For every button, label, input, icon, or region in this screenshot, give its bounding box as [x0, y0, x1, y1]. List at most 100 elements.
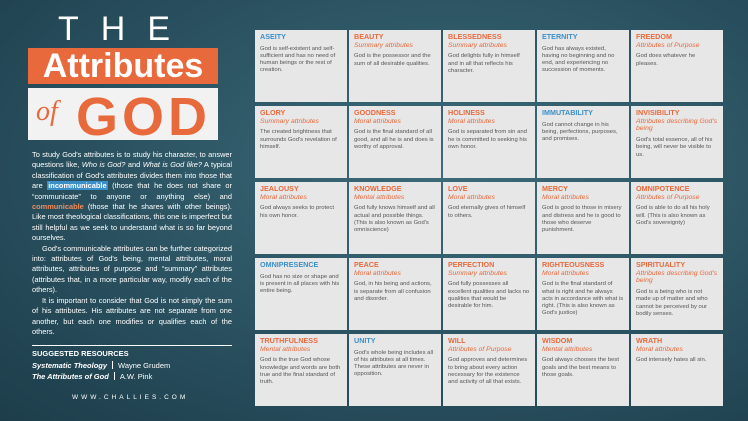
card-text: God is a being who is not made up of mat… [636, 289, 708, 317]
card-name: OMNIPOTENCE [636, 184, 690, 193]
card-category: Attributes of Purpose [636, 193, 700, 201]
resource-author: A.W. Pink [119, 372, 153, 381]
card-category: Attributes describing God's being [636, 117, 718, 133]
card-category: Moral attributes [354, 269, 401, 277]
card-name: RIGHTEOUSNESS [542, 260, 605, 269]
card-text: God is separated from sin and he is comm… [448, 129, 527, 150]
card-text: The created brightness that surrounds Go… [260, 129, 337, 150]
card-name: GOODNESS [354, 108, 396, 117]
card-text: God is the possessor and the sum of all … [354, 53, 431, 67]
card-category: Attributes describing God's being [636, 269, 718, 285]
intro-text: Who is God? [81, 160, 126, 170]
resource-author: Wayne Grudem [118, 361, 171, 370]
attribute-card: OMNIPRESENCE God has no size or shape and… [255, 258, 347, 330]
card-text: God approves and determines to bring abo… [448, 357, 528, 385]
card-category: Summary attributes [260, 117, 319, 125]
intro-text: (those that he shares with other beings)… [32, 202, 232, 243]
card-text: God is the final standard of all good, a… [354, 129, 434, 150]
attribute-card: SPIRITUALITY Attributes describing God's … [631, 258, 723, 330]
attribute-card: ETERNITY God has always existed, having n… [537, 30, 629, 102]
card-text: God eternally gives of himself to others… [448, 205, 526, 219]
intro-text: God's communicable attributes can be fur… [32, 243, 232, 295]
card-name: TRUTHFULNESS [260, 336, 318, 345]
attribute-card: BLESSEDNESS Summary attributes God delight… [443, 30, 535, 102]
card-name: ASEITY [260, 32, 286, 41]
card-name: WILL [448, 336, 466, 345]
resource-title: Systematic Theology [32, 361, 108, 370]
separator [112, 361, 114, 369]
attribute-card: TRUTHFULNESS Mental attributes God is the … [255, 334, 347, 406]
card-category: Moral attributes [636, 345, 683, 353]
attribute-card: HOLINESS Moral attributes God is separated… [443, 106, 535, 178]
card-category: Moral attributes [448, 117, 495, 125]
intro-text: What is God like? [142, 160, 202, 170]
intro-paragraph: God's communicable attributes can be fur… [32, 244, 232, 296]
card-text: God always chooses the best goals and th… [542, 357, 619, 378]
card-text: God's whole being includes all of his at… [354, 349, 434, 378]
card-category: Moral attributes [542, 269, 589, 277]
card-name: GLORY [260, 108, 286, 117]
attribute-card: JEALOUSY Moral attributes God always seeks… [255, 182, 347, 254]
intro-paragraph: To study God's attributes is to study hi… [32, 150, 232, 244]
card-category: Summary attributes [354, 41, 413, 49]
card-name: ETERNITY [542, 32, 578, 41]
title-box [28, 88, 218, 140]
card-category: Summary attributes [448, 41, 507, 49]
attribute-card: GOODNESS Moral attributes God is the final… [349, 106, 441, 178]
attribute-card: INVISIBILITY Attributes describing God's … [631, 106, 723, 178]
intro: To study God's attributes is to study hi… [32, 150, 232, 337]
attribute-card: ASEITY God is self-existent and self-suff… [255, 30, 347, 102]
card-name: BLESSEDNESS [448, 32, 502, 41]
card-text: God is self-existent and self-sufficient… [260, 45, 336, 74]
resource: Systematic Theology Wayne Grudem [32, 360, 170, 371]
card-category: Mental attributes [542, 345, 593, 353]
card-name: MERCY [542, 184, 568, 193]
card-text: God fully knows himself and all actual a… [354, 205, 435, 233]
title-the: THE [58, 10, 192, 48]
card-text: God has no size or shape and is present … [260, 273, 340, 294]
card-name: UNITY [354, 336, 376, 345]
attribute-card: KNOWLEDGE Mental attributes God fully know… [349, 182, 441, 254]
card-text: God cannot change in his being, perfecti… [542, 121, 618, 142]
attribute-card: PERFECTION Summary attributes God fully po… [443, 258, 535, 330]
card-name: WRATH [636, 336, 663, 345]
intro-text: It is important to consider that God is … [32, 295, 232, 336]
card-text: God's total essence, all of his being, w… [636, 137, 713, 158]
title-god: GOD [76, 87, 212, 147]
card-text: God, in his being and actions, is separa… [354, 281, 432, 302]
card-category: Mental attributes [260, 345, 311, 353]
attribute-card: LOVE Moral attributes God eternally gives … [443, 182, 535, 254]
resource: The Attributes of God A.W. Pink [32, 371, 170, 382]
card-text: God does whatever he pleases. [636, 53, 696, 67]
website: WWW.CHALLIES.COM [72, 394, 189, 401]
card-text: God is good to those in misery and distr… [542, 205, 622, 233]
card-text: God has always existed, having no beginn… [542, 45, 615, 74]
intro-text: (those that he does not share or “commun… [32, 181, 232, 201]
intro-text: communicable [32, 202, 84, 212]
card-text: God is the true God whose knowledge and … [260, 357, 341, 385]
intro-text: incommunicable [47, 181, 108, 191]
title-attributes: Attributes [28, 48, 218, 84]
resources: Systematic Theology Wayne Grudem The Attri… [32, 360, 170, 382]
attribute-card: OMNIPOTENCE Attributes of Purpose God is a… [631, 182, 723, 254]
card-name: WISDOM [542, 336, 573, 345]
card-name: BEAUTY [354, 32, 384, 41]
card-name: JEALOUSY [260, 184, 299, 193]
intro-paragraph: It is important to consider that God is … [32, 296, 232, 338]
card-name: SPIRITUALITY [636, 260, 686, 269]
card-category: Moral attributes [260, 193, 307, 201]
attribute-card: FREEDOM Attributes of Purpose God does wha… [631, 30, 723, 102]
intro-text: A typical classification of God's attrib… [32, 160, 232, 191]
card-text: God always seeks to protect his own hono… [260, 205, 334, 219]
card-name: OMNIPRESENCE [260, 260, 319, 269]
card-name: PEACE [354, 260, 379, 269]
card-category: Mental attributes [354, 193, 405, 201]
resource-title: The Attributes of God [32, 372, 109, 381]
card-category: Moral attributes [542, 193, 589, 201]
attribute-card: UNITY God's whole being includes all of h… [349, 334, 441, 406]
attribute-card: PEACE Moral attributes God, in his being a… [349, 258, 441, 330]
attribute-card: WISDOM Mental attributes God always choose… [537, 334, 629, 406]
card-category: Summary attributes [448, 269, 507, 277]
card-text: God is the final standard of what is rig… [542, 281, 624, 317]
